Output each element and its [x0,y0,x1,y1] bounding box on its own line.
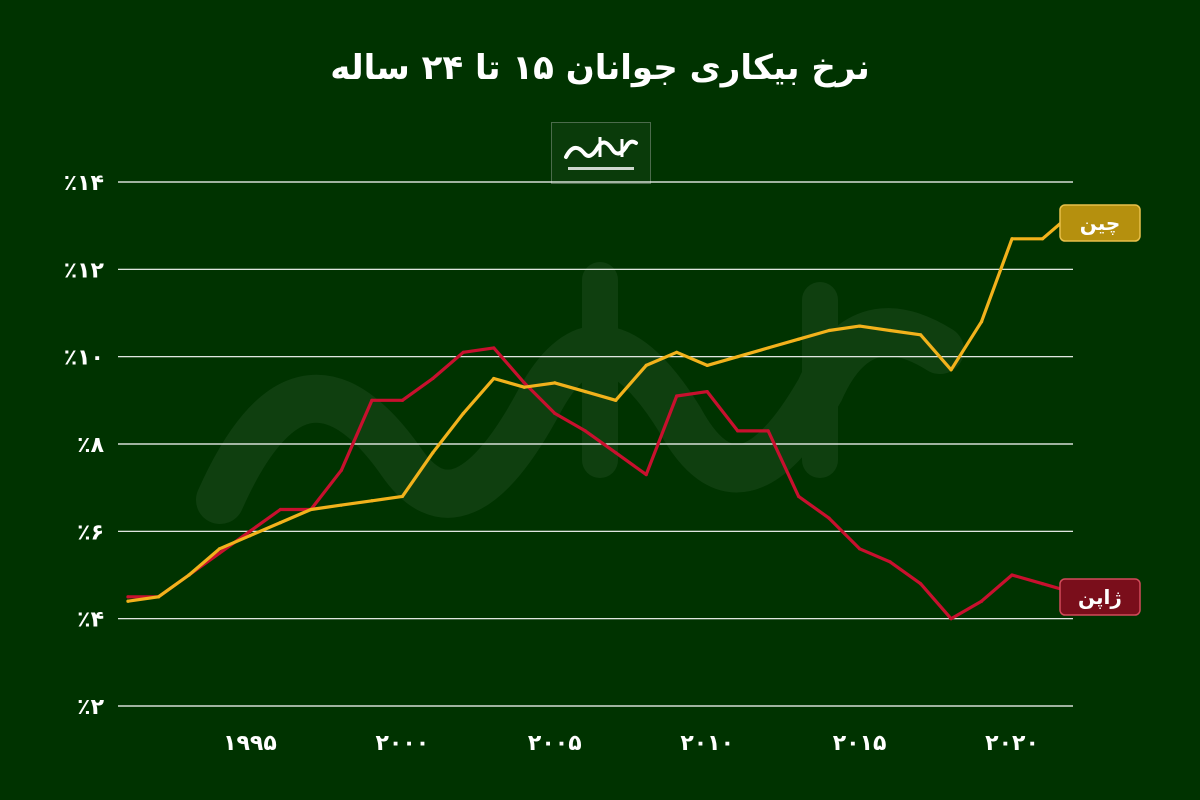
data-point-china [888,328,892,333]
data-point-japan [766,429,770,433]
data-point-japan [736,429,740,433]
data-point-china [614,398,618,402]
data-point-china [309,507,313,512]
data-point-japan [126,595,130,599]
data-point-china [400,494,404,498]
data-point-japan [248,529,252,533]
data-point-japan [339,468,343,472]
y-tick-label: ٪۲ [77,695,104,720]
data-point-china [522,385,526,389]
data-point-china [126,599,130,603]
data-point-china [949,368,953,372]
brand-logo [551,122,651,184]
data-point-japan [858,547,862,551]
data-point-japan [1010,573,1014,577]
data-point-china [644,363,648,367]
data-point-japan [644,472,648,477]
series-line-japan [126,346,1075,621]
y-tick-label: ٪۶ [77,520,104,545]
data-point-china [797,337,801,341]
data-point-japan [705,390,709,394]
data-point-china [553,381,557,385]
series-line-china [126,211,1075,603]
data-point-japan [400,398,404,402]
data-point-japan [431,376,435,381]
x-tick-label: ۲۰۱۰ [680,731,734,756]
data-point-japan [827,516,831,520]
data-point-china [492,376,496,381]
data-point-china [1040,237,1045,241]
legend-badge-china [1059,204,1141,242]
data-point-china [278,521,283,525]
y-tick-label: ٪۸ [77,433,104,458]
x-tick-label: ۲۰۰۵ [528,731,582,756]
data-point-china [339,503,343,507]
y-tick-label: ٪۴ [77,608,104,633]
watermark-logo [196,262,964,524]
data-point-china [705,363,709,367]
chart-title: نرخ بیکاری جوانان ۱۵ تا ۲۴ ساله [330,48,870,88]
data-point-japan [949,617,953,621]
x-tick-label: ۲۰۱۵ [833,731,887,756]
data-point-japan [918,582,923,586]
data-point-china [675,350,679,354]
data-point-china [370,499,374,503]
y-tick-label: ٪۱۴ [64,171,104,196]
data-point-china [248,534,252,538]
legend-badge-japan [1059,578,1141,616]
data-point-japan [370,398,374,402]
data-point-japan [614,451,618,455]
y-tick-label: ٪۱۲ [64,258,105,283]
data-point-japan [583,429,587,433]
data-point-china [918,333,923,337]
data-point-japan [553,411,557,416]
data-point-china [156,595,161,599]
legend-label-china: چین [1080,211,1121,236]
x-tick-label: ۲۰۲۰ [985,731,1039,756]
data-point-china [217,547,222,551]
x-tick-label: ۱۹۹۵ [223,731,277,756]
data-point-china [431,451,435,455]
data-point-china [858,324,862,328]
brand-logo-mark [564,137,638,170]
y-tick-label: ٪۱۰ [64,346,104,371]
data-point-japan [797,494,801,498]
data-point-china [187,573,191,577]
data-point-china [827,328,831,333]
data-point-japan [675,394,679,398]
data-point-japan [461,350,465,354]
data-point-japan [522,381,526,385]
data-point-japan [979,599,984,603]
x-tick-label: ۲۰۰۰ [375,731,429,756]
data-point-japan [278,507,283,512]
data-point-japan [1040,582,1045,586]
data-point-china [766,346,770,350]
data-point-japan [492,346,496,350]
data-point-japan [888,560,892,564]
data-point-china [583,390,587,394]
data-point-china [461,411,465,416]
data-point-china [736,355,740,359]
data-point-japan [217,551,222,555]
legend-label-japan: ژاپن [1078,585,1122,610]
data-point-china [1010,237,1014,241]
data-point-china [979,320,984,324]
